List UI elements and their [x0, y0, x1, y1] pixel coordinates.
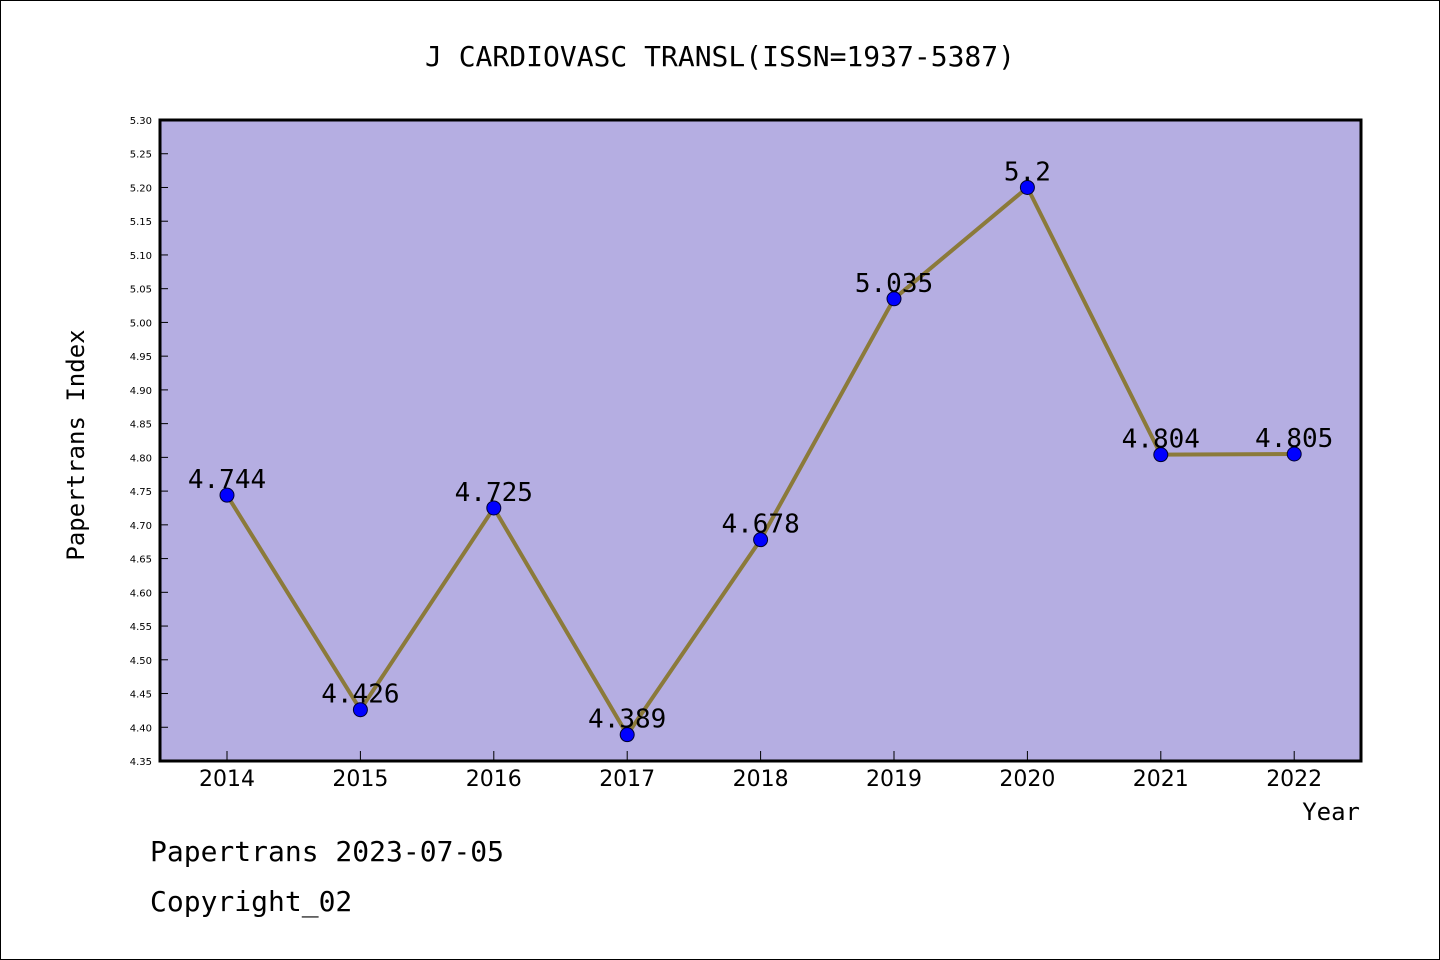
plot-area [158, 118, 1363, 763]
data-point [1153, 447, 1169, 463]
y-tick-label: 5.10 [130, 251, 152, 262]
x-tick-label: 2017 [599, 767, 655, 792]
y-axis-ticks: 4.35 4.40 4.45 4.50 4.55 4.60 4.65 4.70 4.75 4.80… [130, 116, 168, 768]
y-tick-label: 4.55 [130, 622, 152, 633]
y-tick-label: 4.60 [130, 588, 152, 599]
y-tick-label: 4.85 [130, 420, 152, 431]
data-point [1286, 446, 1302, 462]
data-labels: 4.744 4.426 4.725 4.389 4.678 5.035 5.2 4.804 4.… [188, 157, 1333, 734]
data-label: 5.2 [1004, 157, 1051, 187]
x-tick-label: 2021 [1133, 767, 1189, 792]
x-tick-label: 2018 [733, 767, 789, 792]
data-label: 4.725 [455, 478, 533, 508]
data-point [619, 727, 635, 743]
data-label: 4.744 [188, 465, 266, 495]
y-tick-label: 5.15 [130, 217, 152, 228]
y-tick-label: 4.75 [130, 487, 152, 498]
y-tick-label: 4.45 [130, 690, 152, 701]
chart-title: J CARDIOVASC TRANSL(ISSN=1937-5387) [425, 40, 1015, 73]
x-axis-ticks: 2014 2015 2016 2017 2018 2019 2020 2021 2022 [199, 751, 1322, 792]
y-tick-label: 5.00 [130, 318, 152, 329]
y-tick-label: 4.40 [130, 723, 152, 734]
y-tick-label: 4.80 [130, 453, 152, 464]
y-tick-label: 4.50 [130, 656, 152, 667]
data-label: 4.426 [321, 680, 399, 710]
data-point [886, 291, 902, 307]
y-tick-label: 4.70 [130, 521, 152, 532]
footer-date: Papertrans 2023-07-05 [150, 835, 505, 868]
y-tick-label: 5.30 [130, 116, 152, 127]
y-tick-label: 5.20 [130, 183, 152, 194]
x-tick-label: 2020 [999, 767, 1055, 792]
x-axis-label: Year [1302, 798, 1360, 826]
y-tick-label: 5.05 [130, 285, 152, 296]
data-point [753, 532, 769, 548]
data-point [352, 702, 368, 718]
x-tick-label: 2019 [866, 767, 922, 792]
y-axis-label: Papertrans Index [62, 329, 90, 560]
data-label: 4.805 [1255, 424, 1333, 454]
data-label: 5.035 [855, 269, 933, 299]
y-tick-label: 4.90 [130, 386, 152, 397]
data-point [486, 500, 502, 516]
series-markers [219, 179, 1302, 743]
data-point [1019, 179, 1035, 195]
x-tick-label: 2015 [332, 767, 388, 792]
footer-copyright: Copyright_02 [150, 885, 353, 918]
y-tick-label: 4.95 [130, 352, 152, 363]
data-label: 4.678 [721, 510, 799, 540]
data-point [219, 487, 235, 503]
y-tick-label: 4.65 [130, 555, 152, 566]
x-tick-label: 2016 [466, 767, 522, 792]
x-tick-label: 2022 [1266, 767, 1322, 792]
data-label: 4.389 [588, 705, 666, 735]
y-tick-label: 4.35 [130, 757, 152, 768]
data-label: 4.804 [1122, 425, 1200, 455]
x-tick-label: 2014 [199, 767, 255, 792]
y-tick-label: 5.25 [130, 150, 152, 161]
